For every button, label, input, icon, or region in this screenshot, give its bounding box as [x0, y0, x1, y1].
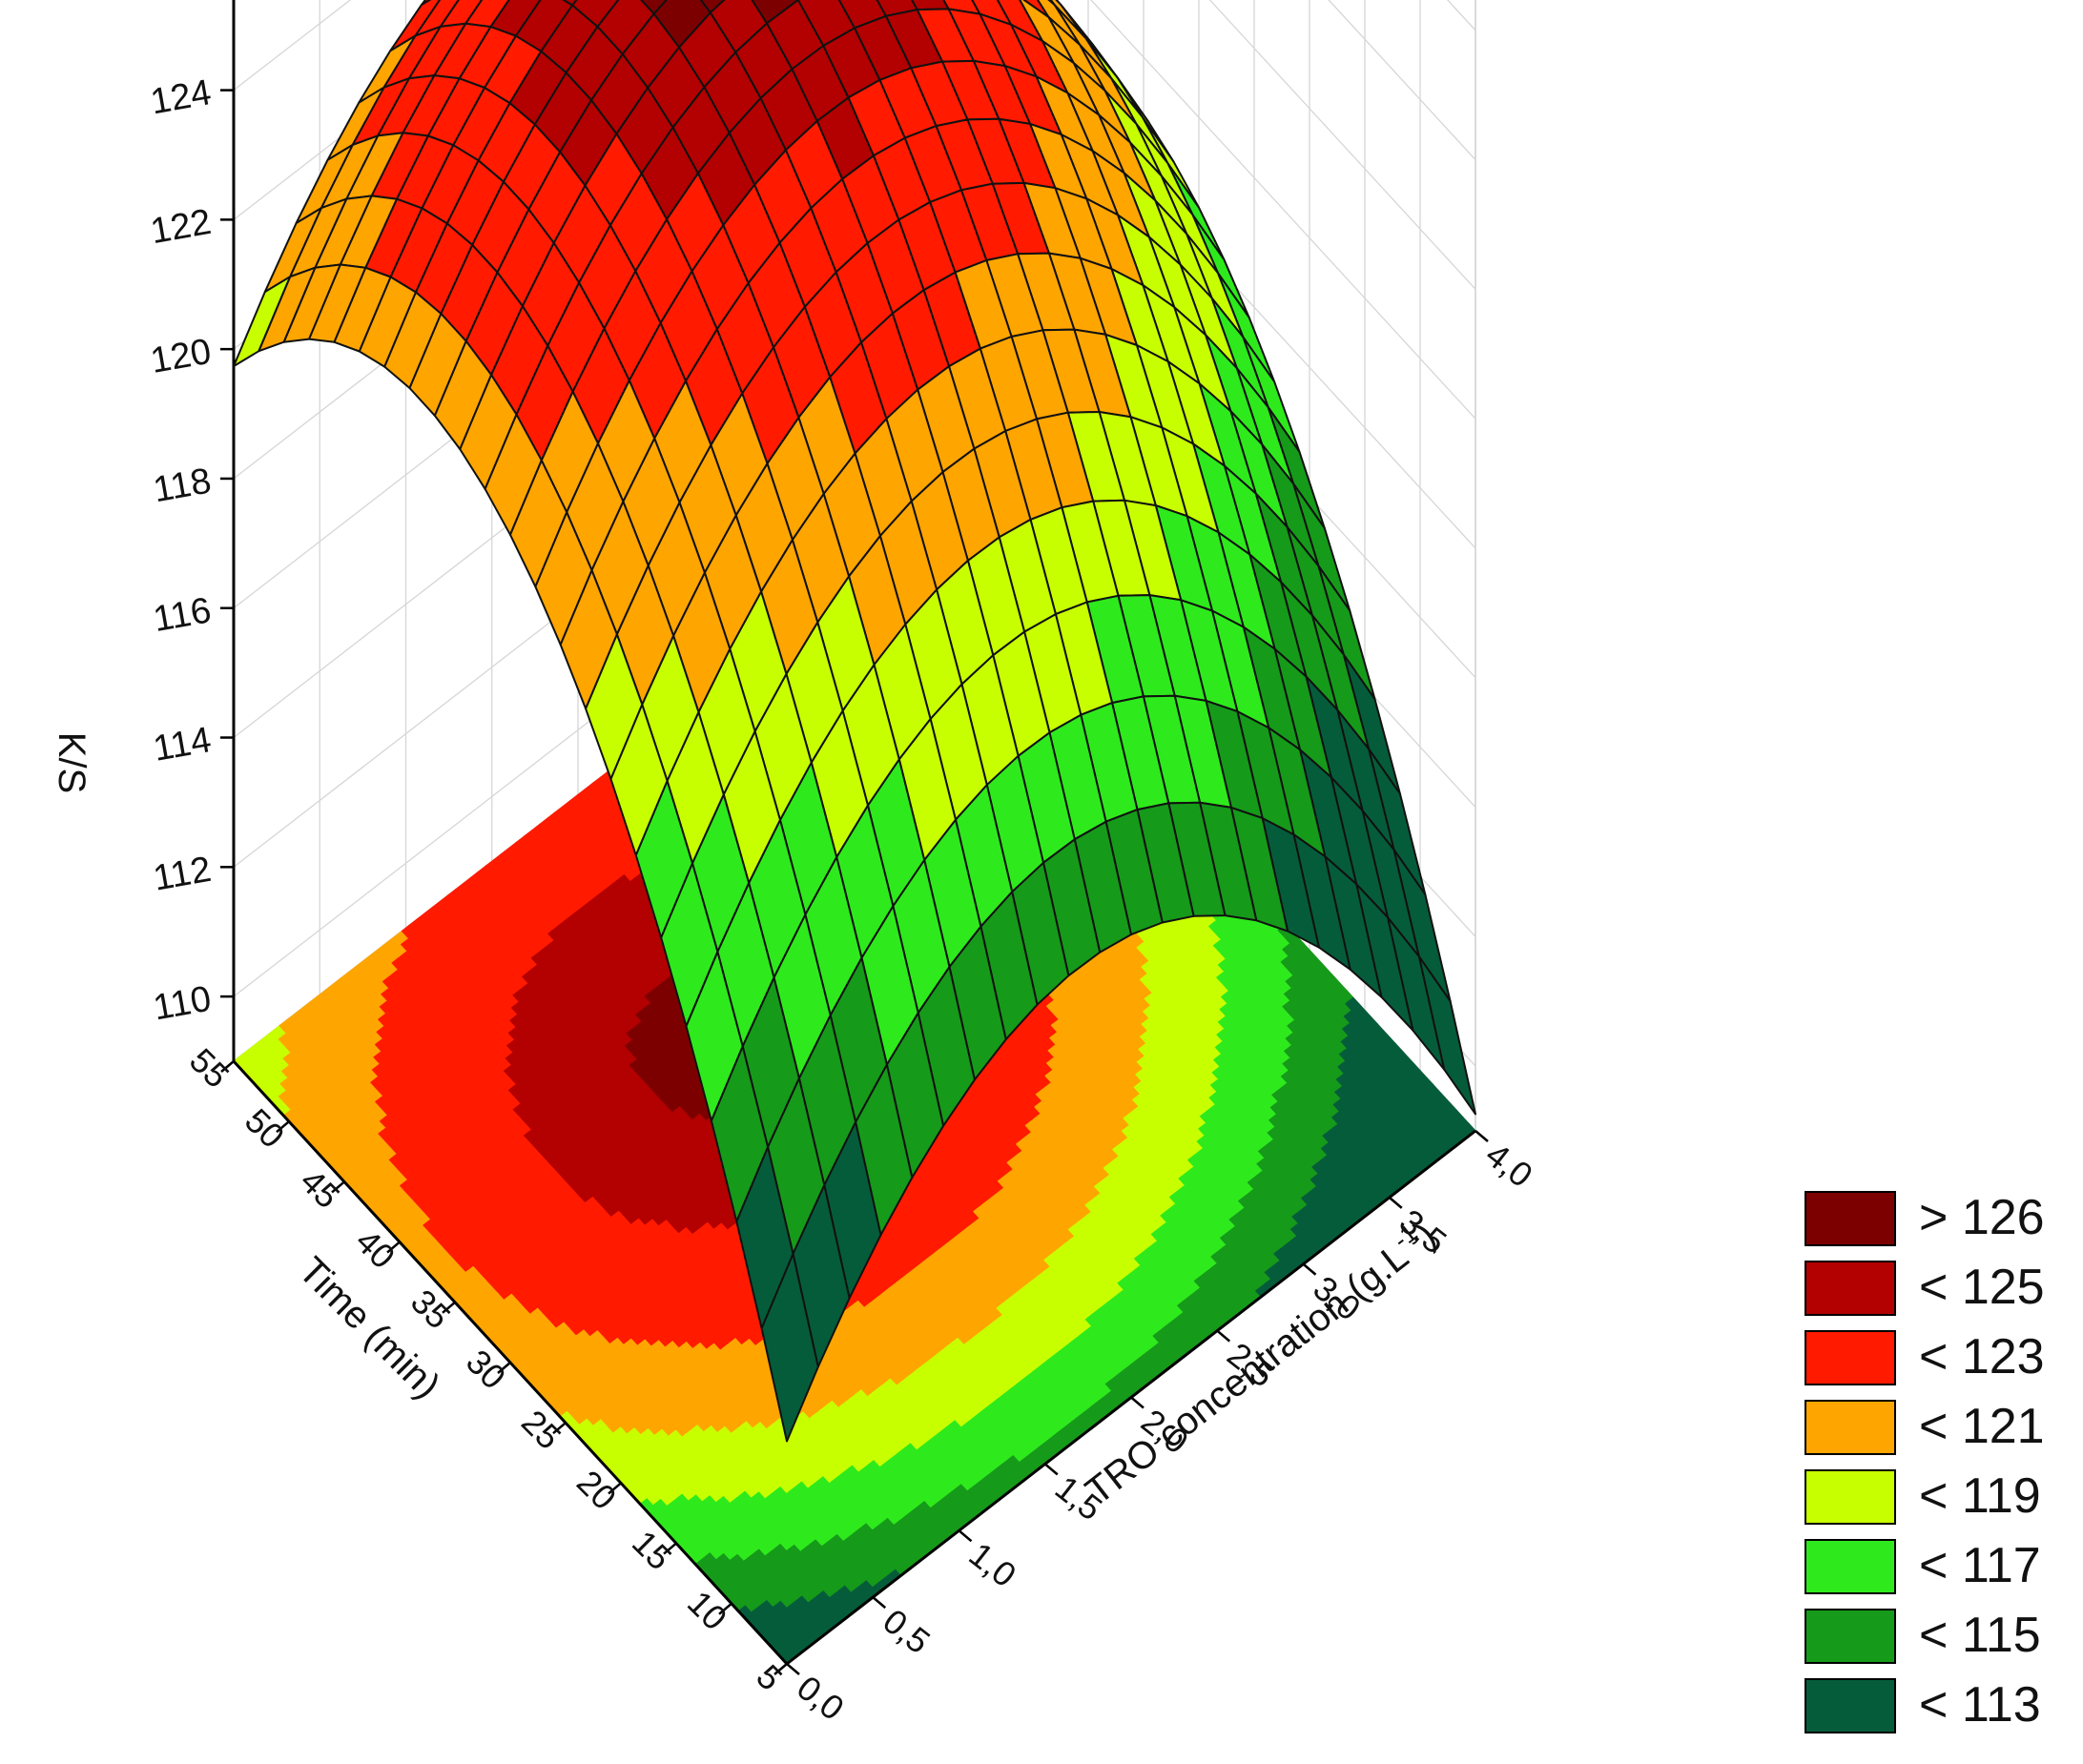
gridline	[233, 0, 352, 92]
gridline	[1208, 0, 1476, 290]
gridline	[1328, 0, 1476, 161]
